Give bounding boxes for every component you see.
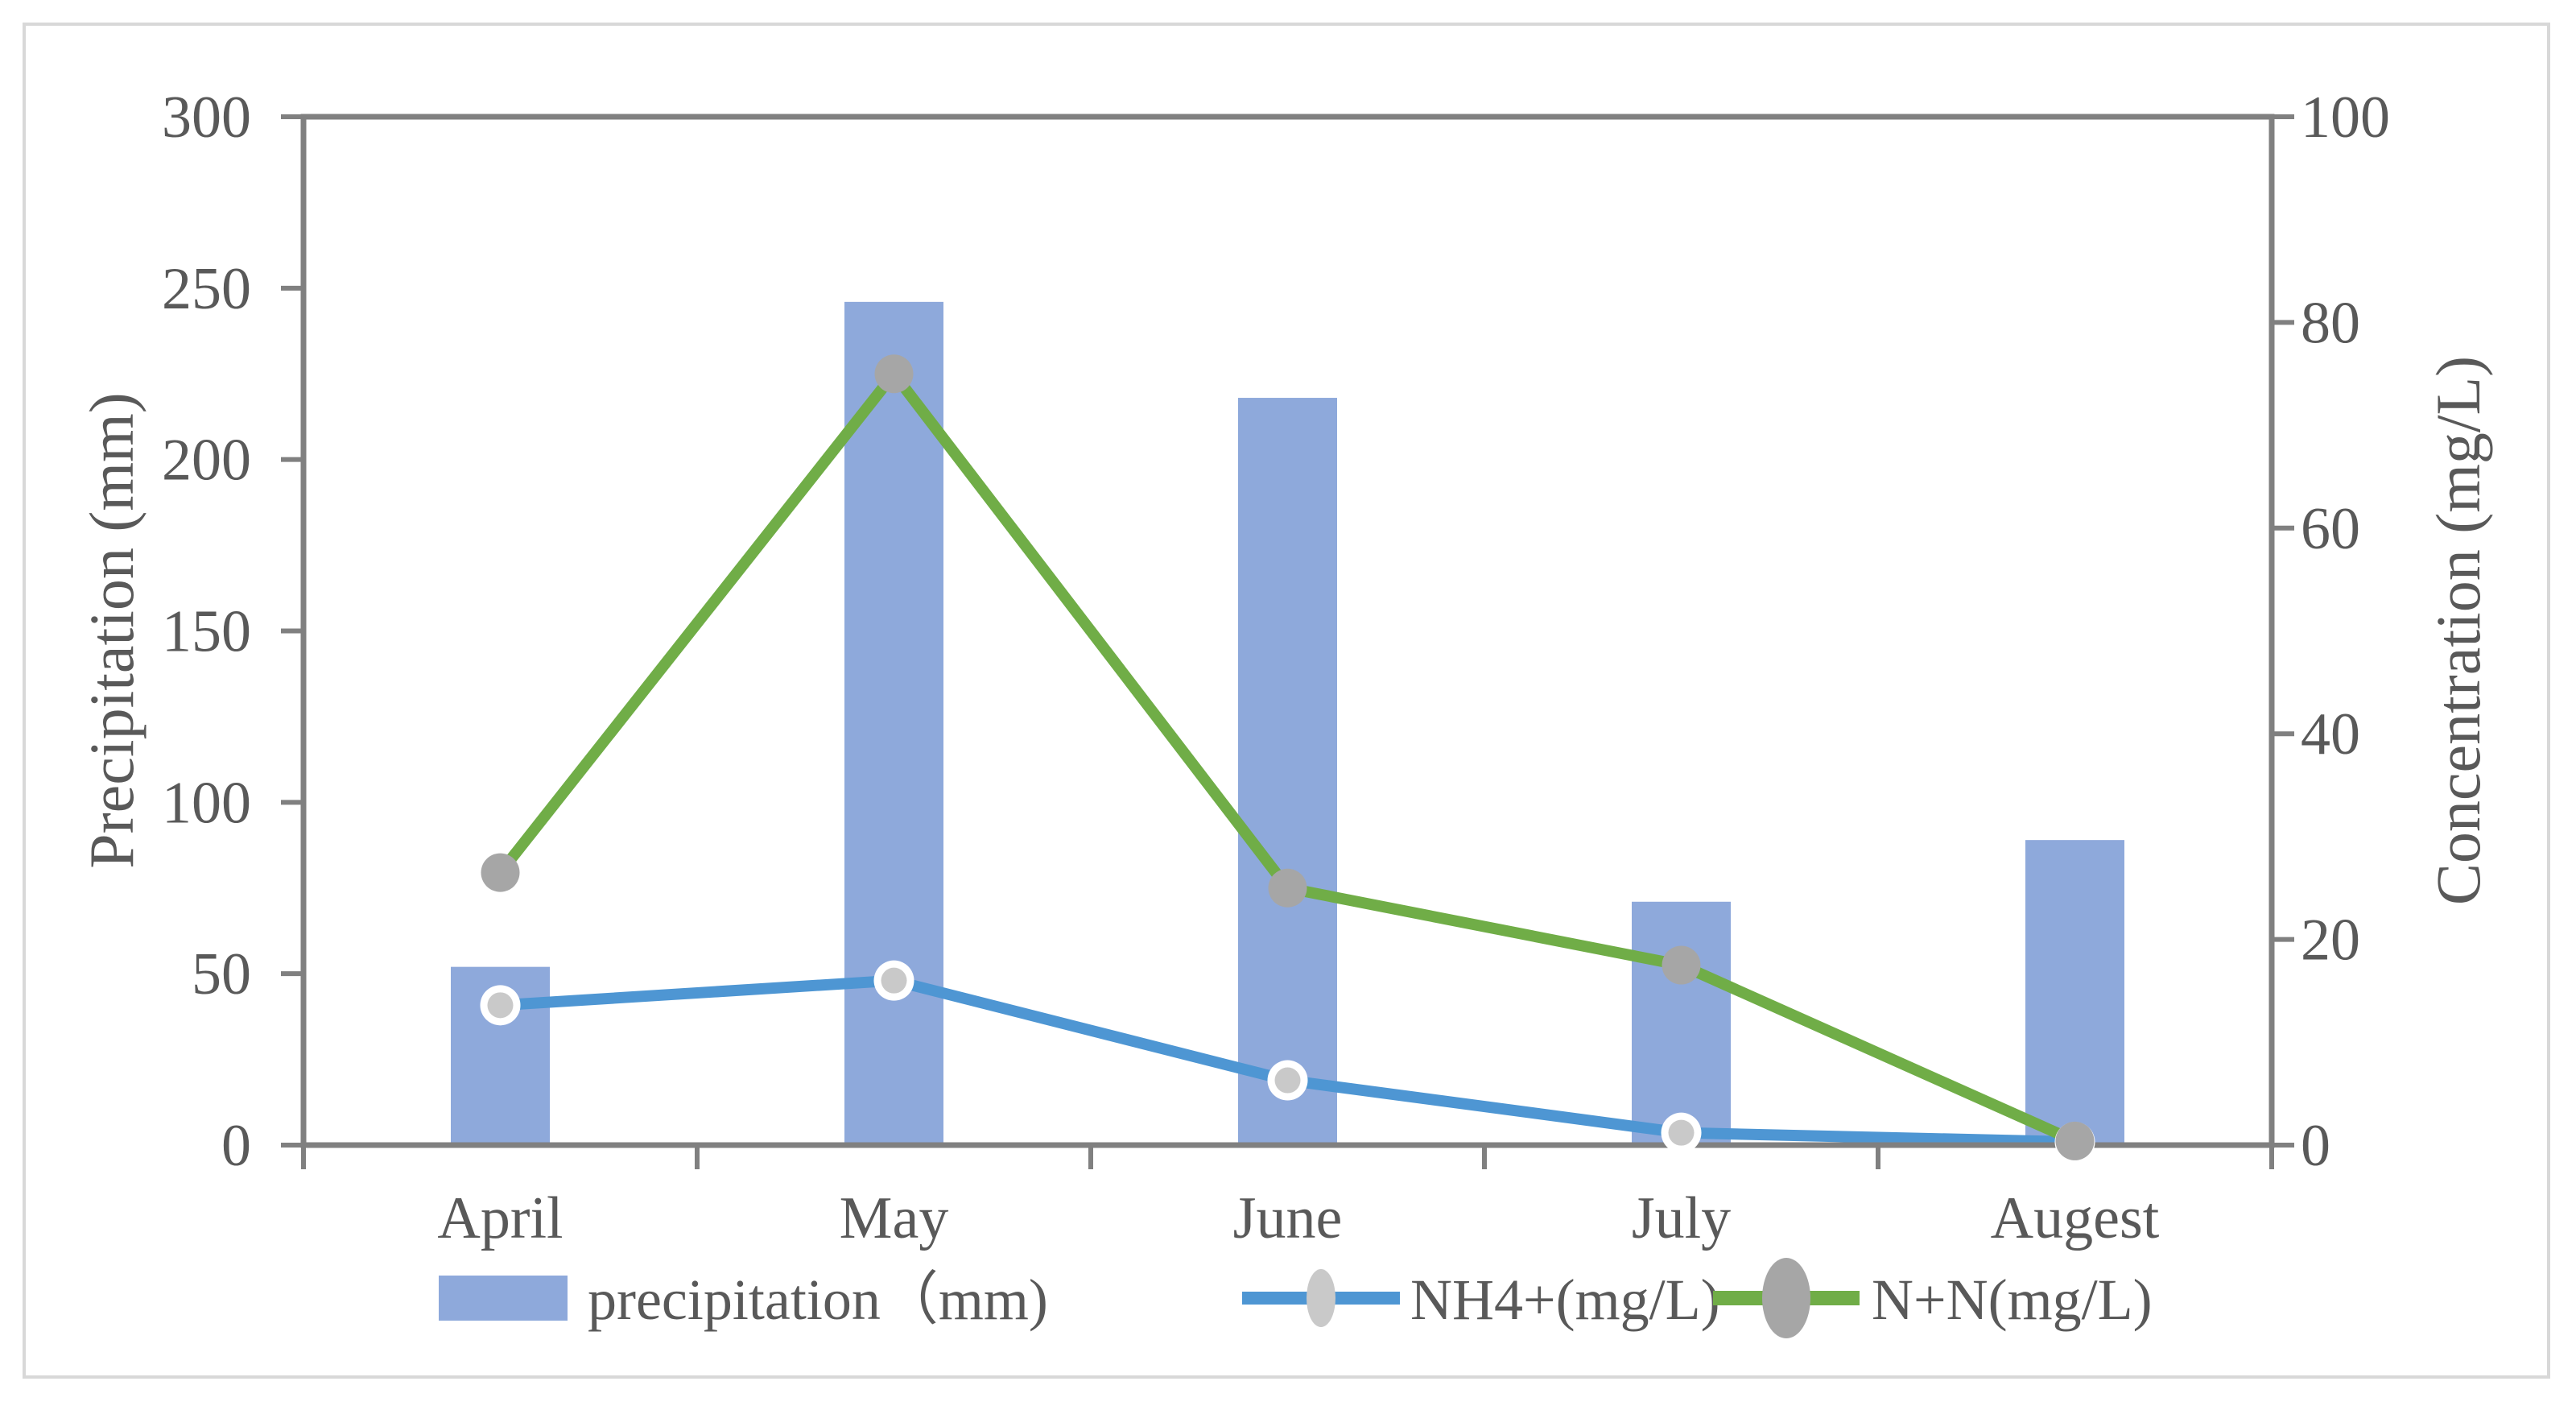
marker-nh4-May	[881, 967, 907, 994]
bars-group	[451, 301, 2124, 1146]
marker-nh4-June	[1274, 1067, 1301, 1094]
x-label-June: June	[1233, 1185, 1343, 1251]
left-tick-label-150: 150	[162, 599, 251, 665]
marker-nh4-July	[1668, 1119, 1695, 1146]
figure-border	[23, 23, 2550, 1379]
legend-marker-nn-icon	[1762, 1258, 1810, 1338]
left-tick-label-0: 0	[221, 1113, 251, 1179]
legend-label-nh4: NH4+(mg/L)	[1410, 1267, 1720, 1332]
legend-label-nn: N+N(mg/L)	[1872, 1267, 2153, 1332]
legend: precipitation（mm) NH4+(mg/L) N+N(mg/L)	[439, 1258, 2153, 1338]
marker-nn-April	[481, 853, 520, 892]
right-tick-label-20: 20	[2301, 908, 2360, 974]
right-axis-title: Concentration (mg/L)	[2423, 356, 2493, 905]
axis-ticks-group	[281, 114, 2294, 1169]
legend-marker-nh4-icon	[1307, 1269, 1335, 1327]
x-labels-group: April May June July Augest	[437, 1185, 2159, 1251]
marker-nn-Augest	[2055, 1121, 2095, 1160]
left-tick-label-50: 50	[192, 941, 251, 1007]
right-tick-label-0: 0	[2301, 1113, 2330, 1179]
x-label-April: April	[437, 1185, 563, 1251]
x-label-Augest: Augest	[1991, 1185, 2160, 1251]
left-axis-title: Precipitation (mm)	[76, 392, 147, 868]
right-tick-label-80: 80	[2301, 290, 2360, 356]
bar-May	[844, 301, 943, 1145]
legend-swatch-precipitation	[439, 1276, 568, 1321]
marker-nh4-April	[487, 992, 514, 1019]
x-label-July: July	[1632, 1185, 1731, 1251]
tick-labels-group: 0 50 100 150 200 250 300 0 20 40 60 80 100	[162, 85, 2390, 1179]
marker-nn-July	[1662, 945, 1701, 985]
legend-label-precipitation: precipitation（mm)	[588, 1267, 1048, 1332]
bar-June	[1238, 398, 1337, 1146]
bar-Augest	[2025, 840, 2124, 1145]
left-tick-label-300: 300	[162, 85, 251, 151]
x-label-May: May	[840, 1185, 949, 1251]
marker-nn-May	[874, 354, 914, 394]
marker-nn-June	[1268, 868, 1307, 908]
bar-July	[1632, 901, 1731, 1145]
left-tick-label-250: 250	[162, 256, 251, 322]
markers-group	[480, 354, 2095, 1163]
right-tick-label-100: 100	[2301, 85, 2390, 151]
left-tick-label-200: 200	[162, 428, 251, 494]
right-tick-label-60: 60	[2301, 496, 2360, 562]
left-tick-label-100: 100	[162, 770, 251, 836]
right-tick-label-40: 40	[2301, 701, 2360, 767]
